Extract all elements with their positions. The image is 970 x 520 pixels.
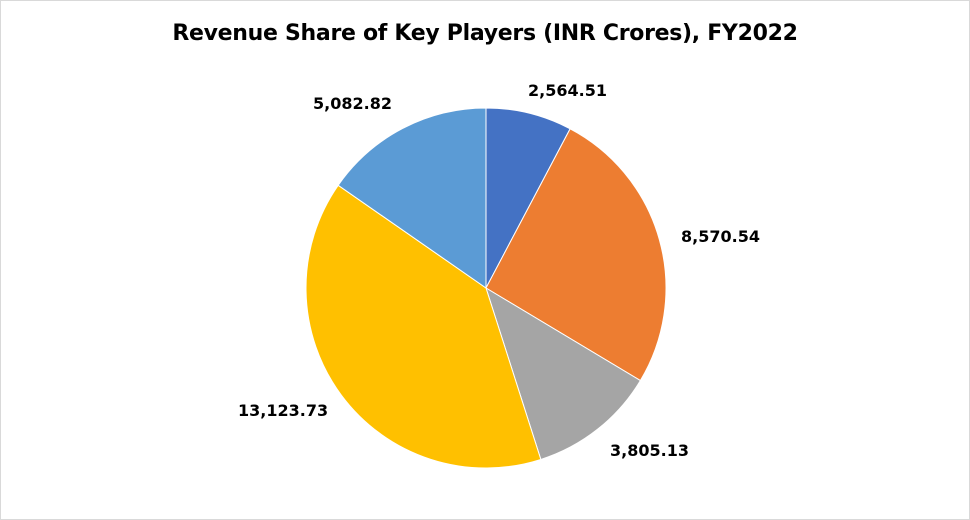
data-label-slice-5: 5,082.82 — [313, 94, 392, 113]
pie-slice-5 — [337, 107, 487, 289]
data-label-slice-4: 13,123.73 — [238, 401, 329, 420]
chart-title: Revenue Share of Key Players (INR Crores… — [172, 21, 798, 46]
pie-slice-4 — [305, 184, 542, 469]
pie-slice-2 — [485, 128, 667, 382]
data-label-slice-2: 8,570.54 — [681, 227, 760, 246]
pie-slices — [305, 107, 667, 469]
data-label-slice-3: 3,805.13 — [610, 441, 689, 460]
pie-slice-3 — [485, 286, 642, 461]
data-label-slice-1: 2,564.51 — [528, 81, 607, 100]
